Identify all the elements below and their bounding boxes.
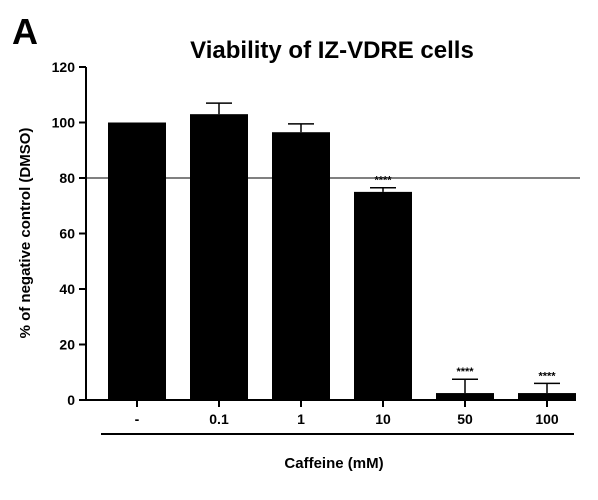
panel-letter: A <box>12 11 38 52</box>
bar <box>272 132 330 400</box>
plot-area: 0 20 40 60 80 100 120 - 0.1 1 **** 10 **** 50 **** 100 <box>52 59 580 435</box>
x-tick-label: 50 <box>457 411 473 427</box>
bar <box>518 393 576 400</box>
x-tick-label: - <box>135 411 140 427</box>
x-tick-label: 1 <box>297 411 305 427</box>
x-tick-label: 10 <box>375 411 391 427</box>
y-axis-label: % of negative control (DMSO) <box>17 128 34 339</box>
bar <box>436 393 494 400</box>
significance-label: **** <box>456 366 474 378</box>
significance-label: **** <box>538 370 556 382</box>
bar <box>190 114 248 401</box>
y-tick-label: 80 <box>59 170 75 186</box>
x-tick-label: 0.1 <box>209 411 229 427</box>
y-tick-label: 100 <box>52 115 76 131</box>
y-tick-label: 20 <box>59 337 75 353</box>
y-tick-label: 60 <box>59 226 75 242</box>
y-tick-label: 0 <box>67 392 75 408</box>
y-tick-label: 120 <box>52 59 76 75</box>
bar <box>354 191 412 400</box>
y-tick-label: 40 <box>59 281 75 297</box>
chart-title: Viability of IZ-VDRE cells <box>190 37 474 64</box>
significance-label: **** <box>374 175 392 187</box>
bar <box>108 122 166 400</box>
x-axis-label: Caffeine (mM) <box>284 455 383 472</box>
x-tick-label: 100 <box>535 411 559 427</box>
